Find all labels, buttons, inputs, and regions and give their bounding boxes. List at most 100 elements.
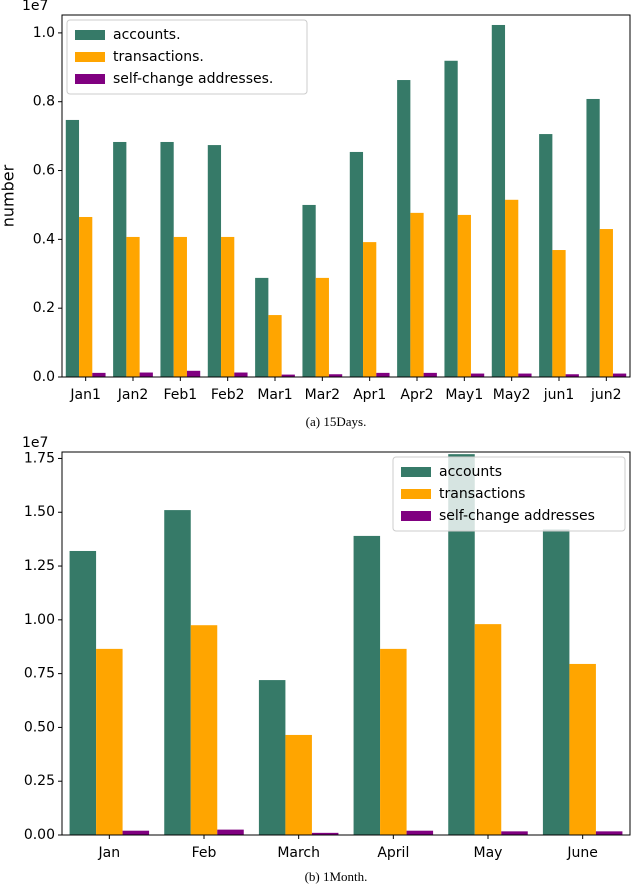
- legend-swatch: [75, 52, 105, 62]
- offset-label: 1e7: [22, 0, 48, 14]
- y-tick-label: 0.00: [24, 827, 55, 843]
- bar: [349, 151, 364, 377]
- y-tick-label: 1.0: [33, 25, 55, 41]
- bar: [122, 830, 150, 835]
- bar: [470, 373, 485, 377]
- bar: [268, 315, 282, 377]
- bar: [255, 277, 269, 377]
- x-tick-label: Feb2: [211, 387, 245, 403]
- x-tick-label: Jan2: [117, 387, 149, 403]
- legend-box: [66, 19, 308, 95]
- bar: [160, 141, 174, 377]
- legend-box: [392, 456, 626, 532]
- bar: [96, 648, 123, 835]
- bar: [328, 374, 343, 377]
- y-tick-label: 0.4: [33, 231, 55, 247]
- bar: [539, 134, 553, 377]
- bar: [234, 372, 248, 377]
- y-tick-label: 0.50: [24, 719, 55, 735]
- bar: [595, 831, 623, 835]
- legend-swatch: [401, 511, 431, 521]
- bar: [186, 370, 201, 377]
- x-tick-label: jun1: [543, 387, 575, 403]
- bar: [285, 734, 312, 835]
- caption: (b) 1Month.: [305, 869, 368, 884]
- legend-label: self-change addresses: [439, 508, 595, 524]
- legend-swatch: [75, 74, 105, 84]
- bar: [315, 277, 329, 377]
- bar: [92, 372, 106, 377]
- legend-swatch: [401, 467, 431, 477]
- x-tick-label: Feb1: [163, 387, 197, 403]
- x-tick-label: Jan: [98, 845, 121, 861]
- y-tick-label: 0.2: [33, 300, 55, 316]
- x-tick-label: May2: [493, 387, 531, 403]
- y-tick-label: 1.50: [24, 504, 55, 520]
- x-tick-label: Apr2: [400, 387, 433, 403]
- bar: [376, 372, 390, 377]
- bar: [542, 529, 570, 835]
- bar: [221, 236, 235, 377]
- bar: [190, 625, 218, 835]
- chart: 0.0 0.2 0.4 0.6 0.8 1.0 Jan1 Jan2 Feb1 Feb2 Mar1 Ma…: [0, 0, 631, 429]
- y-tick-label: 1.25: [24, 558, 55, 574]
- x-tick-label: April: [377, 845, 409, 861]
- offset-label: 1e7: [22, 435, 48, 451]
- bar: [69, 550, 97, 835]
- legend-label: transactions.: [113, 49, 204, 65]
- bar: [207, 145, 222, 377]
- x-tick-label: jun2: [590, 387, 622, 403]
- caption: (a) 15Days.: [306, 414, 367, 429]
- bar: [164, 510, 191, 835]
- y-tick-label: 0.25: [24, 773, 55, 789]
- bar: [113, 141, 127, 377]
- x-tick-label: March: [277, 845, 320, 861]
- y-tick-label: 1.75: [24, 450, 55, 466]
- legend-label: accounts.: [113, 27, 181, 43]
- x-tick-label: Apr1: [353, 387, 386, 403]
- legend-label: self-change addresses.: [113, 71, 273, 87]
- bar: [173, 236, 187, 377]
- bar: [565, 374, 579, 377]
- bars: [65, 24, 627, 377]
- bar: [126, 236, 140, 377]
- y-tick-label: 0.6: [33, 163, 55, 179]
- bar: [457, 214, 471, 377]
- bar: [397, 80, 411, 377]
- bar: [501, 831, 528, 835]
- bar: [552, 250, 566, 377]
- bar: [217, 829, 244, 835]
- x-tick-label: May: [474, 845, 503, 861]
- bar: [612, 373, 627, 377]
- bar: [311, 832, 339, 835]
- bar: [586, 98, 600, 377]
- x-tick-label: Mar2: [305, 387, 340, 403]
- bars: [69, 454, 623, 835]
- bar: [139, 372, 153, 377]
- bar: [353, 535, 381, 835]
- bar: [491, 24, 506, 377]
- legend-label: transactions: [439, 486, 525, 502]
- x-tick-label: Feb: [192, 845, 217, 861]
- bar: [505, 199, 519, 377]
- legend-swatch: [401, 489, 431, 499]
- bar: [569, 663, 596, 835]
- y-axis-label: number: [0, 164, 18, 227]
- x-tick-label: June: [566, 845, 598, 861]
- bar: [258, 680, 286, 835]
- bar: [363, 242, 377, 377]
- axes-frame: [61, 451, 631, 836]
- bar: [423, 372, 437, 377]
- bar: [518, 373, 532, 377]
- bar: [406, 830, 434, 835]
- legend: accounts transactions self-change addresse…: [392, 456, 626, 532]
- axes-frame: [61, 14, 631, 378]
- bar: [410, 212, 424, 377]
- bar: [79, 216, 93, 377]
- bar: [380, 648, 407, 835]
- x-tick-label: Mar1: [257, 387, 292, 403]
- legend-label: accounts: [439, 464, 502, 480]
- y-tick-label: 1.00: [24, 612, 55, 628]
- bar: [302, 204, 316, 377]
- chart: 0.00 0.25 0.50 0.75 1.00 1.25 1.50 1.75 Jan Feb Ma…: [22, 435, 631, 884]
